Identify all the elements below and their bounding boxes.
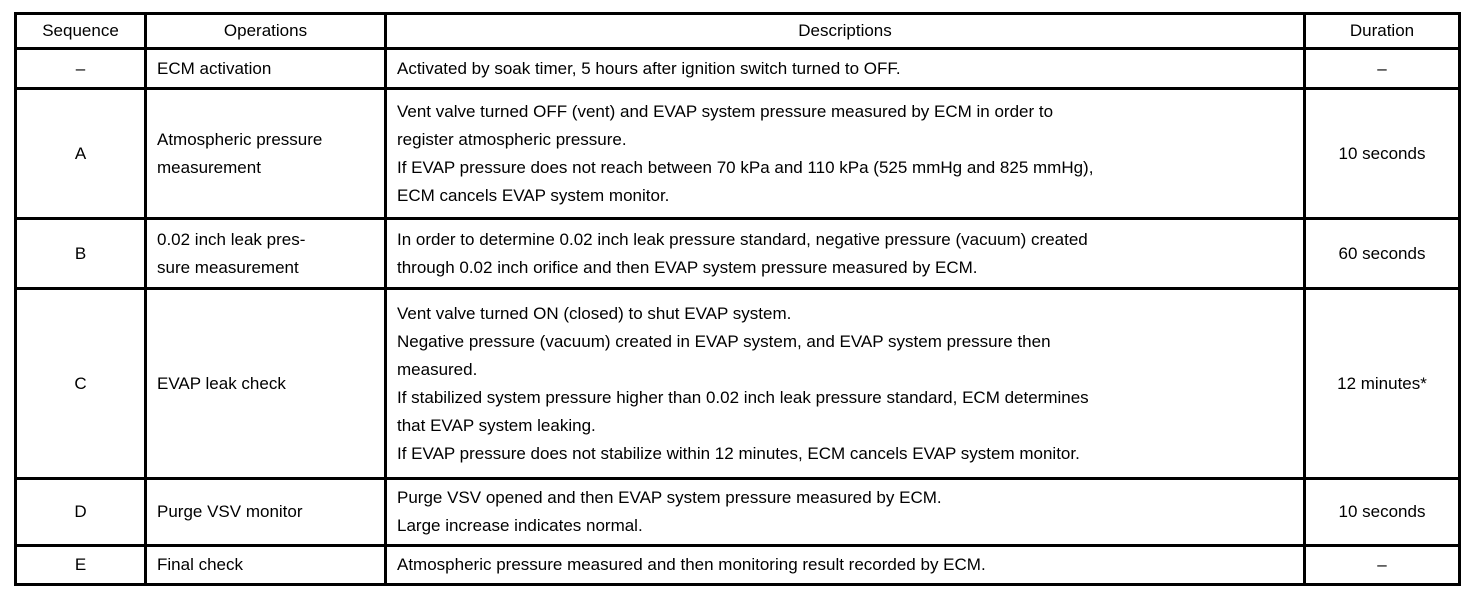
duration-cell: –: [1303, 544, 1461, 586]
descriptions-cell: Vent valve turned ON (closed) to shut EV…: [384, 287, 1306, 480]
header-descriptions: Descriptions: [384, 12, 1306, 50]
operations-cell: EVAP leak check: [144, 287, 387, 480]
operations-cell: Atmospheric pressure measurement: [144, 87, 387, 220]
operations-cell: Final check: [144, 544, 387, 586]
descriptions-cell: Vent valve turned OFF (vent) and EVAP sy…: [384, 87, 1306, 220]
duration-cell: 60 seconds: [1303, 217, 1461, 290]
table-row: E Final check Atmospheric pressure measu…: [14, 544, 1461, 586]
table-header-row: Sequence Operations Descriptions Duratio…: [14, 12, 1461, 50]
header-operations: Operations: [144, 12, 387, 50]
table-row: D Purge VSV monitor Purge VSV opened and…: [14, 477, 1461, 547]
descriptions-cell: Atmospheric pressure measured and then m…: [384, 544, 1306, 586]
operations-cell: Purge VSV monitor: [144, 477, 387, 547]
header-duration: Duration: [1303, 12, 1461, 50]
duration-cell: 10 seconds: [1303, 87, 1461, 220]
sequence-cell: –: [14, 47, 147, 90]
operations-cell: 0.02 inch leak pres- sure measurement: [144, 217, 387, 290]
descriptions-cell: In order to determine 0.02 inch leak pre…: [384, 217, 1306, 290]
duration-cell: 10 seconds: [1303, 477, 1461, 547]
table-row: C EVAP leak check Vent valve turned ON (…: [14, 287, 1461, 480]
sequence-cell: A: [14, 87, 147, 220]
operations-cell: ECM activation: [144, 47, 387, 90]
duration-cell: –: [1303, 47, 1461, 90]
evap-monitor-sequence-table: Sequence Operations Descriptions Duratio…: [14, 12, 1461, 586]
sequence-cell: C: [14, 287, 147, 480]
sequence-cell: D: [14, 477, 147, 547]
table-row: – ECM activation Activated by soak timer…: [14, 47, 1461, 90]
duration-cell: 12 minutes*: [1303, 287, 1461, 480]
sequence-cell: B: [14, 217, 147, 290]
table-row: A Atmospheric pressure measurement Vent …: [14, 87, 1461, 220]
descriptions-cell: Activated by soak timer, 5 hours after i…: [384, 47, 1306, 90]
table-row: B 0.02 inch leak pres- sure measurement …: [14, 217, 1461, 290]
header-sequence: Sequence: [14, 12, 147, 50]
sequence-cell: E: [14, 544, 147, 586]
descriptions-cell: Purge VSV opened and then EVAP system pr…: [384, 477, 1306, 547]
